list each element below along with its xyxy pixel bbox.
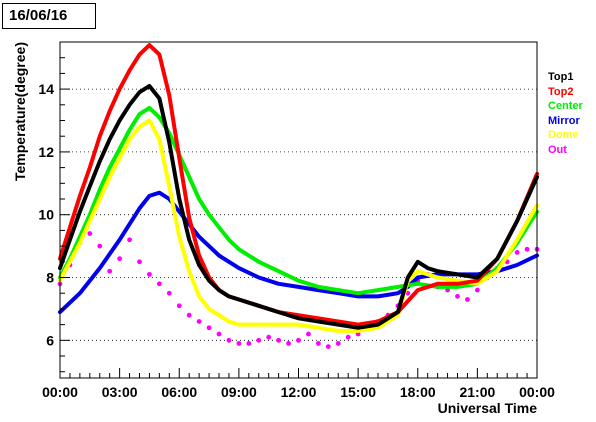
x-tick-label: 21:00 <box>459 384 495 400</box>
data-point-out <box>266 334 272 340</box>
legend-entry-top2: Top2 <box>548 85 574 98</box>
data-point-out <box>156 281 162 287</box>
data-point-out <box>286 341 291 346</box>
y-tick-label: 10 <box>38 207 54 223</box>
data-point-out <box>524 246 530 252</box>
x-axis-label: Universal Time <box>438 400 538 416</box>
data-point-out <box>117 256 123 262</box>
data-point-out <box>216 331 222 337</box>
data-point-out <box>206 325 212 331</box>
data-point-out <box>137 259 142 265</box>
x-tick-label: 00:00 <box>42 384 78 400</box>
x-tick-label: 15:00 <box>340 384 376 400</box>
data-point-out <box>127 237 132 243</box>
data-point-out <box>196 319 202 324</box>
legend-entry-dome: Dome <box>548 129 579 141</box>
data-point-out <box>147 271 152 277</box>
x-tick-label: 03:00 <box>102 384 138 400</box>
series-line-top1 <box>58 84 539 330</box>
data-point-out <box>514 249 520 255</box>
data-point-out <box>176 303 182 309</box>
data-point-out <box>465 297 470 302</box>
axes: 6 8 10 12 14 00:00 03:00 06:00 09:00 12:00 15:00 18… <box>38 57 555 400</box>
x-tick-label: 09:00 <box>221 384 257 400</box>
data-point-out <box>246 341 252 346</box>
date-label: 16/06/16 <box>2 3 96 29</box>
y-tick-label: 14 <box>38 81 54 97</box>
data-point-out <box>87 231 93 236</box>
legend-entry-top1: Top1 <box>548 71 574 83</box>
data-point-out <box>166 290 172 296</box>
y-tick-label: 6 <box>46 332 54 348</box>
y-tick-label: 12 <box>38 144 54 160</box>
data-point-out <box>296 337 301 343</box>
x-tick-label: 12:00 <box>281 384 317 400</box>
y-axis-label: Temperature(degree) <box>12 42 28 181</box>
data-point-out <box>107 268 113 274</box>
legend: Top1 Top2 Center Mirror Dome Out <box>548 70 583 157</box>
series-out-markers <box>57 231 540 349</box>
plot-frame <box>59 41 538 379</box>
data-point-out <box>236 341 242 346</box>
data-point-out <box>276 337 282 343</box>
data-point-out <box>256 337 262 343</box>
data-point-out <box>306 331 311 337</box>
x-tick-label: 06:00 <box>161 384 197 400</box>
data-point-out <box>455 293 460 299</box>
series-layer <box>57 43 540 349</box>
legend-entry-mirror: Mirror <box>548 114 580 127</box>
legend-entry-out: Out <box>548 143 567 156</box>
data-point-out <box>335 341 341 346</box>
y-tick-label: 8 <box>46 270 54 286</box>
legend-entry-center: Center <box>548 100 583 112</box>
x-tick-label: 18:00 <box>400 384 436 400</box>
x-tick-label: 00:00 <box>519 384 555 400</box>
series-line-mirror <box>58 190 539 315</box>
series-line-dome <box>58 118 539 333</box>
data-point-out <box>325 344 331 349</box>
data-point-out <box>226 337 232 343</box>
data-point-out <box>474 287 480 293</box>
data-point-out <box>315 341 321 346</box>
data-point-out <box>345 334 351 340</box>
data-point-out <box>186 312 192 318</box>
data-point-out <box>97 243 103 249</box>
